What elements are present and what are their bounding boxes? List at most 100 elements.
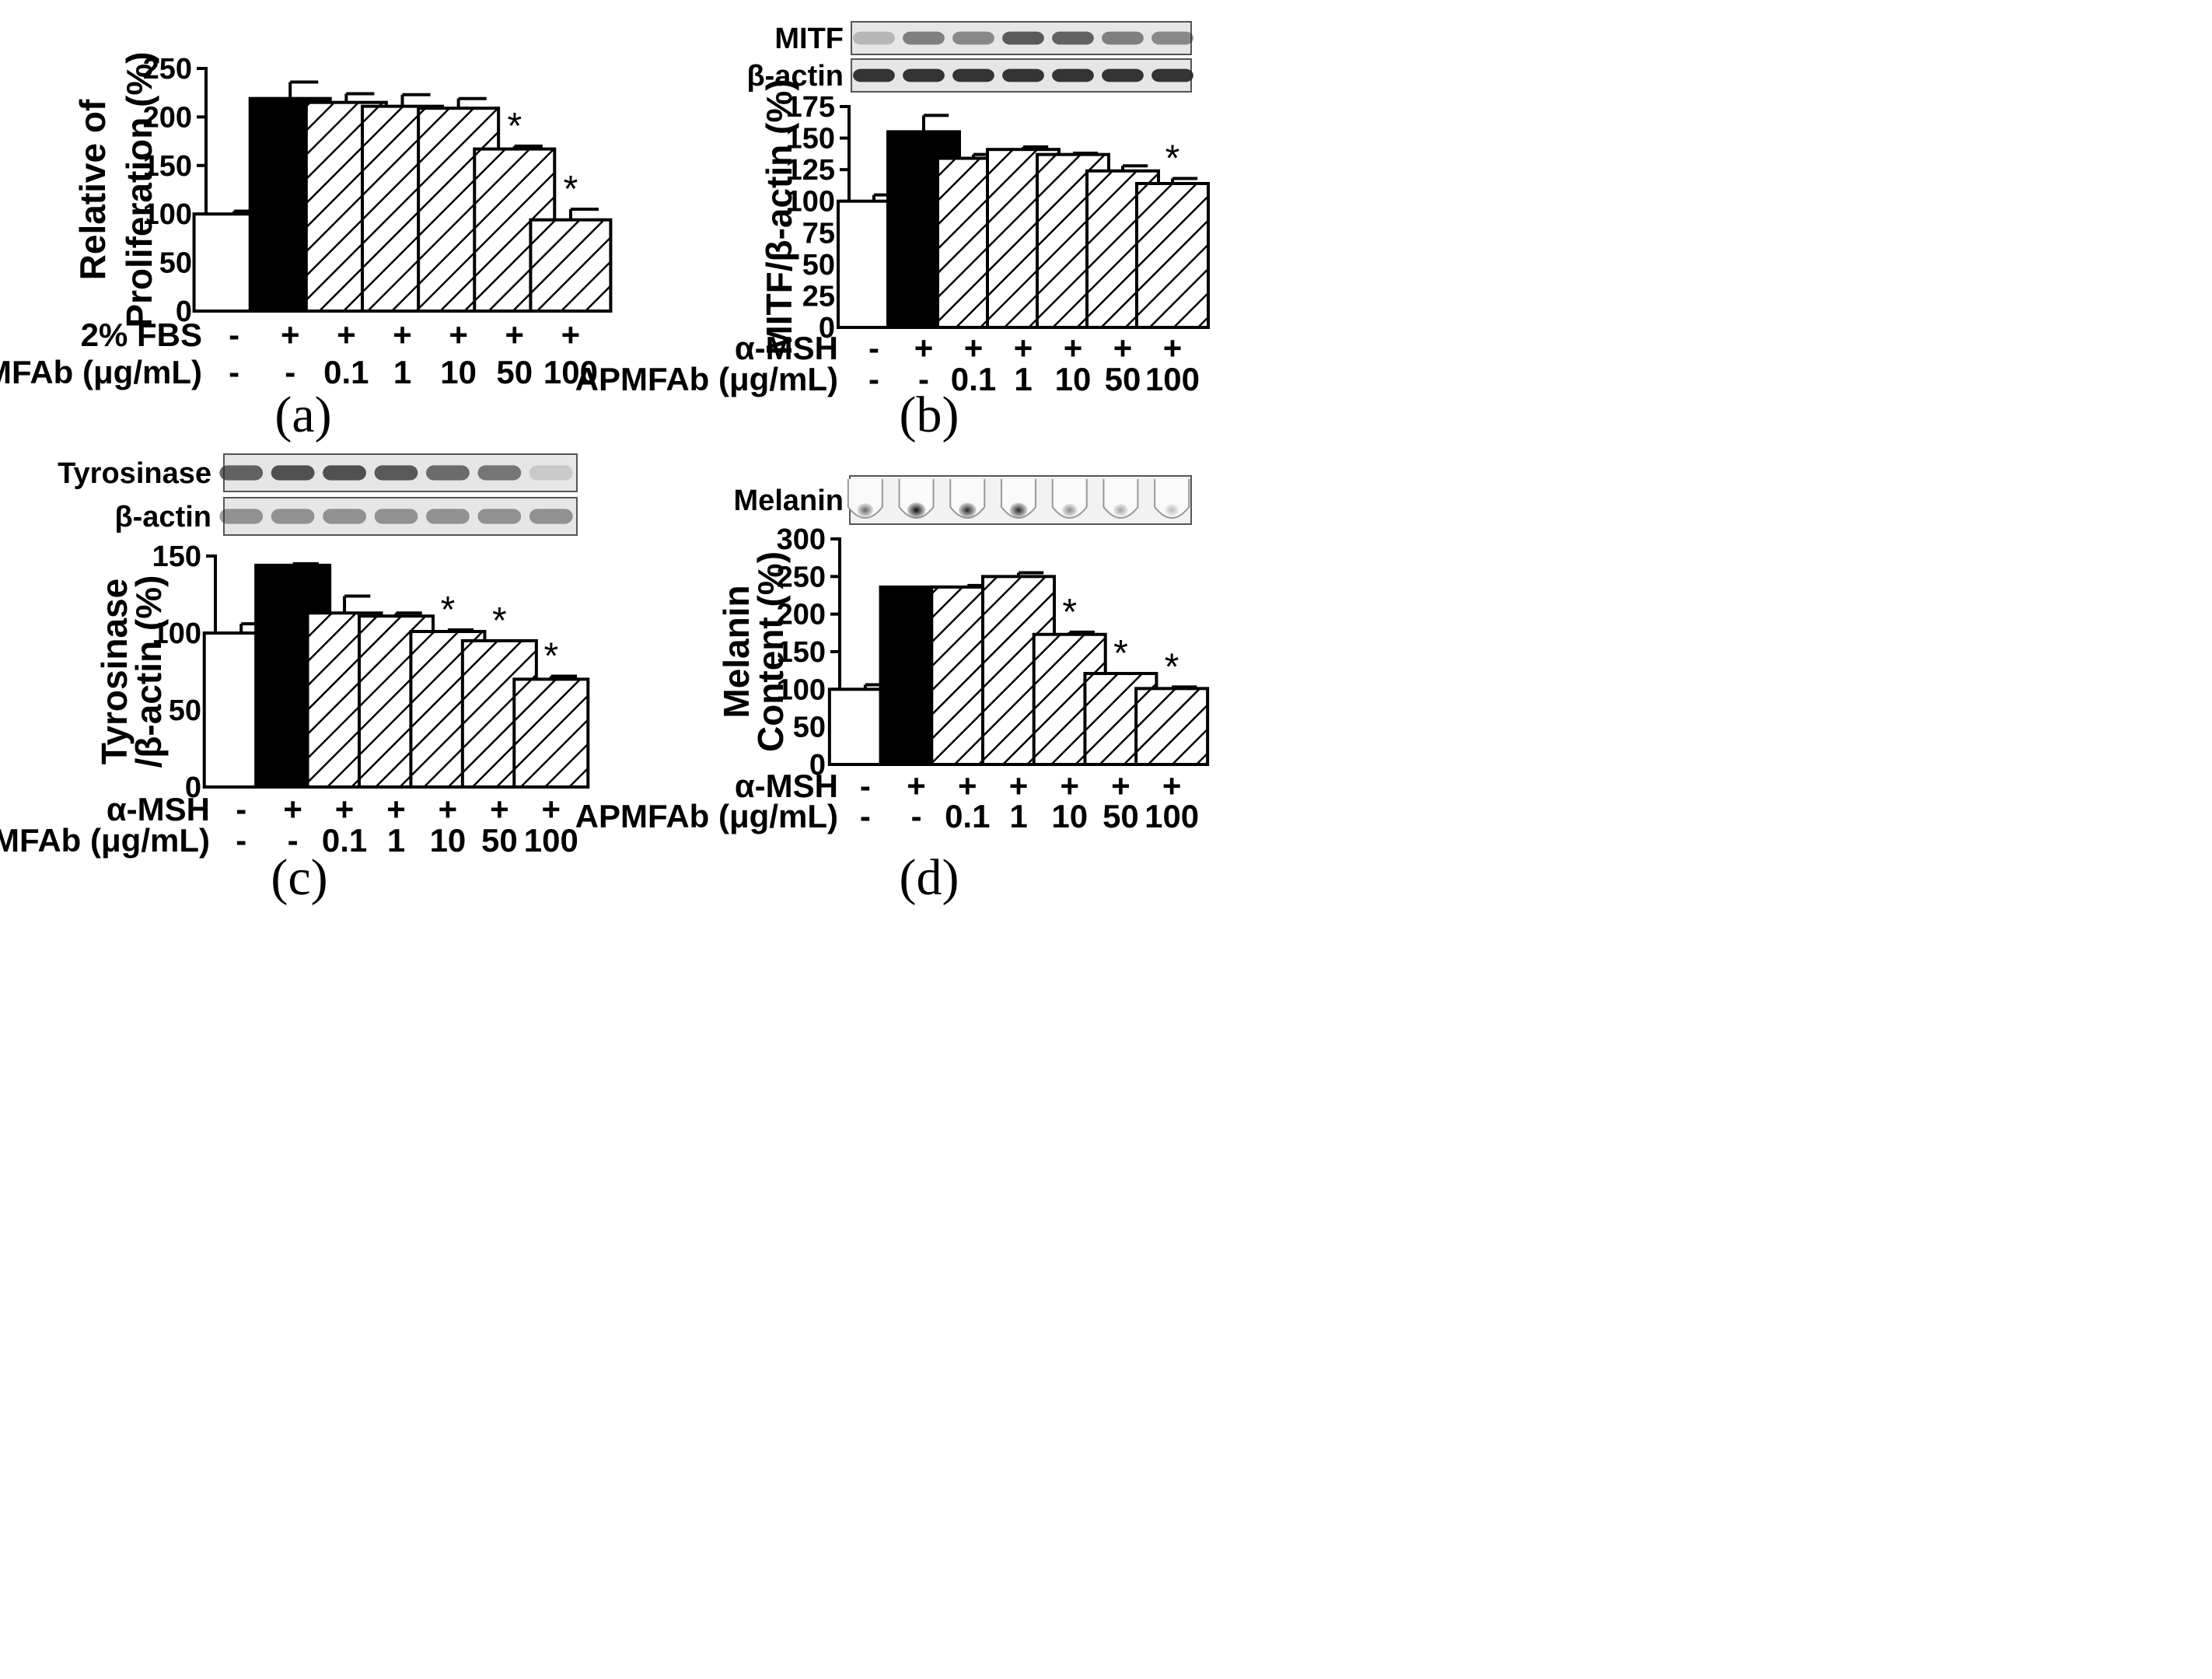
blot-band bbox=[903, 68, 945, 82]
treatment-value: + bbox=[337, 317, 356, 353]
y-tick-label: 150 bbox=[777, 636, 826, 669]
treatment-value: + bbox=[281, 317, 300, 353]
treatment-value: - bbox=[911, 798, 922, 834]
blot-band bbox=[219, 509, 264, 524]
melanin-tube bbox=[847, 479, 883, 519]
y-tick-label: 150 bbox=[143, 150, 192, 183]
bar bbox=[512, 677, 590, 789]
treatment-value: 0.1 bbox=[951, 361, 996, 397]
blot-band bbox=[219, 465, 264, 481]
y-tick-label: 250 bbox=[777, 561, 826, 593]
y-tick-label: 50 bbox=[802, 249, 835, 282]
melanin-pellet bbox=[1165, 504, 1179, 516]
y-tick-label: 100 bbox=[143, 198, 192, 231]
blot-label: Melanin bbox=[734, 484, 844, 517]
panel-label: (d) bbox=[900, 849, 959, 906]
significance-star: * bbox=[1062, 592, 1077, 633]
treatment-value: + bbox=[1014, 330, 1033, 366]
treatment-value: - bbox=[285, 354, 295, 390]
y-tick-label: 50 bbox=[793, 712, 826, 744]
panel-label: (b) bbox=[900, 387, 959, 443]
blot-band bbox=[374, 465, 418, 481]
blot-band bbox=[1002, 31, 1044, 45]
blot-band bbox=[1102, 68, 1144, 82]
treatment-value: 50 bbox=[1105, 361, 1141, 397]
treatment-value: + bbox=[393, 317, 412, 353]
treatment-label: APMFAb (μg/mL) bbox=[0, 822, 210, 859]
treatment-value: 0.1 bbox=[322, 822, 367, 859]
blot-band bbox=[271, 465, 315, 481]
blot-band bbox=[323, 509, 366, 524]
y-axis-label: Proliferation (%) bbox=[119, 51, 159, 327]
blot-band bbox=[529, 509, 573, 524]
melanin-tube bbox=[1103, 479, 1139, 519]
treatment-label: APMFAb (μg/mL) bbox=[0, 354, 202, 390]
blot-band bbox=[1151, 31, 1193, 45]
treatment-value: + bbox=[914, 330, 934, 366]
treatment-value: 10 bbox=[440, 354, 477, 390]
significance-star: * bbox=[1165, 138, 1180, 180]
treatment-value: - bbox=[236, 822, 246, 859]
blot-band bbox=[426, 465, 470, 481]
treatment-value: + bbox=[439, 791, 458, 827]
panel-label: (c) bbox=[271, 849, 327, 906]
treatment-value: 10 bbox=[430, 822, 467, 859]
blot-band bbox=[1002, 68, 1044, 82]
y-axis-label: /β-actin (%) bbox=[128, 575, 169, 768]
blot-band bbox=[374, 509, 418, 524]
blot-band bbox=[529, 465, 573, 481]
treatment-value: + bbox=[505, 317, 525, 353]
significance-star: * bbox=[564, 169, 578, 210]
treatment-label: α-MSH bbox=[735, 330, 838, 366]
y-axis-label: Melanin bbox=[716, 585, 757, 718]
treatment-value: - bbox=[918, 361, 929, 397]
y-tick-label: 50 bbox=[159, 247, 192, 280]
y-axis-label: Content (%) bbox=[750, 551, 791, 752]
blot-band bbox=[477, 509, 522, 524]
blot-band bbox=[1151, 68, 1193, 82]
treatment-value: 50 bbox=[481, 822, 518, 859]
blot-band bbox=[1052, 31, 1094, 45]
treatment-value: 100 bbox=[1144, 798, 1199, 834]
treatment-label: 2% FBS bbox=[81, 317, 202, 353]
y-tick-label: 200 bbox=[143, 101, 192, 134]
y-tick-label: 100 bbox=[777, 673, 826, 706]
y-axis-label: Tyrosinase bbox=[94, 579, 135, 764]
treatment-value: - bbox=[288, 822, 299, 859]
treatment-value: + bbox=[964, 330, 984, 366]
chart-panel-d: Melanin050100150200250300MelaninContent … bbox=[575, 475, 1210, 906]
blot-frame bbox=[223, 497, 578, 536]
treatment-value: 10 bbox=[1055, 361, 1092, 397]
significance-star: * bbox=[1165, 646, 1179, 687]
y-tick-label: 0 bbox=[185, 771, 201, 804]
melanin-pellet bbox=[1113, 503, 1128, 517]
y-tick-label: 300 bbox=[777, 523, 826, 556]
melanin-pellet bbox=[958, 502, 977, 518]
blot-band bbox=[903, 31, 945, 45]
significance-star: * bbox=[507, 106, 522, 147]
melanin-pellet bbox=[1009, 502, 1028, 518]
melanin-pellet bbox=[907, 502, 926, 518]
bar bbox=[529, 218, 613, 313]
blot-band bbox=[853, 31, 895, 45]
y-tick-label: 150 bbox=[152, 540, 201, 573]
significance-star: * bbox=[543, 635, 558, 677]
blot-label: β-actin bbox=[746, 60, 844, 93]
treatment-label: APMFAb (μg/mL) bbox=[575, 361, 838, 397]
treatment-value: 1 bbox=[1009, 798, 1027, 834]
significance-star: * bbox=[492, 600, 507, 642]
y-axis-label: Relative of bbox=[72, 99, 113, 280]
treatment-value: 10 bbox=[1051, 798, 1088, 834]
treatment-label: α-MSH bbox=[735, 768, 838, 804]
melanin-tube bbox=[1154, 479, 1190, 519]
treatment-value: + bbox=[958, 768, 977, 804]
treatment-value: + bbox=[386, 791, 406, 827]
treatment-value: 1 bbox=[1014, 361, 1032, 397]
treatment-value: + bbox=[1162, 768, 1182, 804]
y-tick-label: 0 bbox=[819, 312, 835, 345]
treatment-value: + bbox=[1009, 768, 1029, 804]
y-tick-label: 200 bbox=[777, 599, 826, 631]
melanin-tube bbox=[1051, 479, 1088, 519]
y-tick-label: 175 bbox=[786, 91, 835, 124]
treatment-value: - bbox=[860, 768, 871, 804]
